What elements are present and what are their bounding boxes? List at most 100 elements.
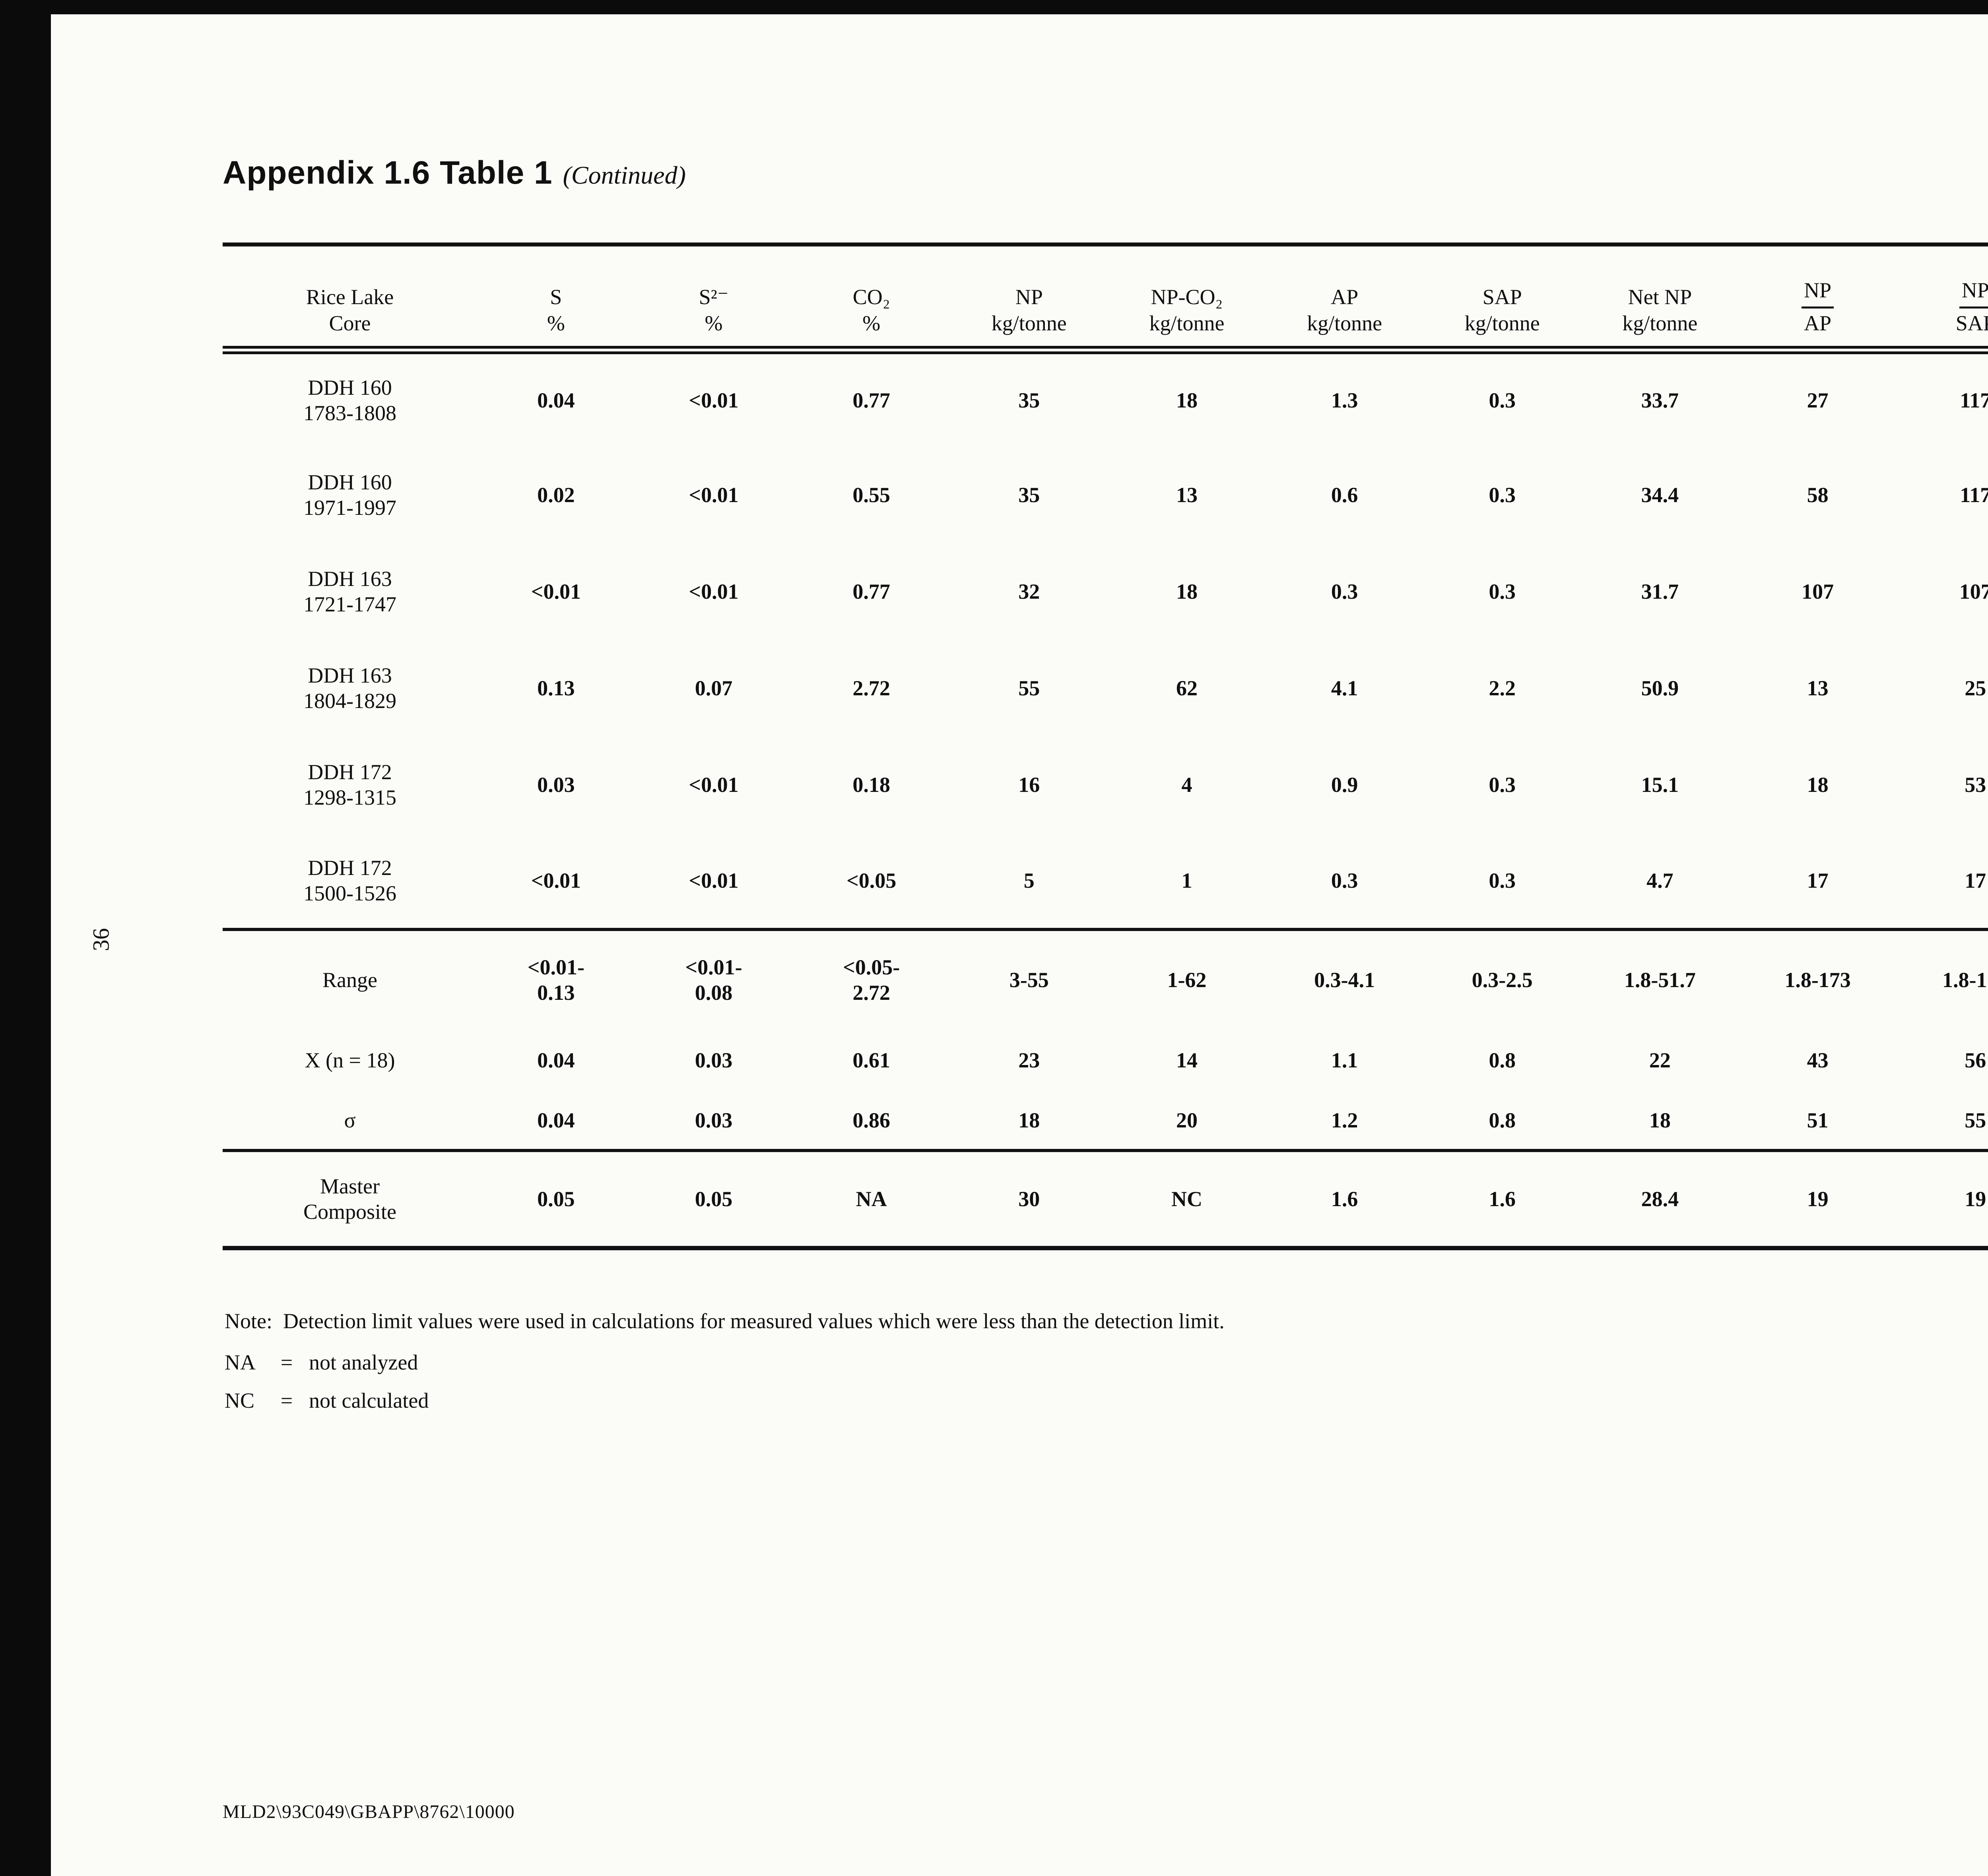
abbreviation-nc: NC = not calculated — [225, 1389, 1225, 1412]
data-cell: 0.3-2.5 — [1472, 968, 1533, 992]
column-header-line1: Rice Lake — [306, 285, 394, 309]
data-cell: 1.2 — [1331, 1108, 1358, 1132]
data-cell: <0.01 — [689, 579, 739, 603]
data-cell: <0.01 — [531, 868, 581, 892]
column-header-line1: NP — [1959, 277, 1988, 308]
data-cell: 0.61 — [852, 1048, 890, 1072]
table-container: Rice Lake Core S% S²⁻% CO₂% NP kg/tonne NP-CO₂ k… — [223, 243, 1988, 1250]
data-cell: 50.9 — [1641, 676, 1679, 700]
data-cell: 55 — [1018, 676, 1040, 700]
column-header: NP kg/tonne — [950, 244, 1108, 350]
row-label: X (n = 18) — [305, 1048, 395, 1072]
abbrev-meaning: not calculated — [309, 1389, 429, 1412]
table-row: DDH 172 1500-1526 <0.01 <0.01 <0.05 5 1 0.3 0.3… — [223, 833, 1988, 929]
abbrev-term: NC — [225, 1389, 255, 1412]
column-header: AP kg/tonne — [1266, 244, 1423, 350]
data-cell: <0.05- 2.72 — [843, 955, 900, 1005]
data-cell: 18 — [1018, 1108, 1040, 1132]
data-cell: 0.03 — [537, 772, 575, 797]
data-cell: 19 — [1807, 1187, 1829, 1211]
data-cell: 23 — [1018, 1048, 1040, 1072]
data-cell: <0.05 — [846, 868, 897, 892]
table-row: X (n = 18)0.040.030.6123141.10.822435634… — [223, 1029, 1988, 1092]
column-header: S²⁻% — [635, 244, 793, 350]
data-cell: 0.3 — [1489, 868, 1516, 892]
row-label: DDH 163 1804-1829 — [303, 663, 396, 713]
data-cell: 0.07 — [695, 676, 733, 700]
data-cell: 0.03 — [695, 1048, 733, 1072]
data-cell: 25 — [1965, 676, 1986, 700]
table-row: DDH 160 1783-1808 0.04 <0.01 0.77 35 18 1.3 0.3… — [223, 350, 1988, 446]
row-label: DDH 172 1500-1526 — [303, 856, 396, 905]
data-cell: 3-55 — [1009, 968, 1049, 992]
column-header-line2: kg/tonne — [1307, 311, 1382, 335]
data-cell: 0.3 — [1489, 483, 1516, 507]
data-cell: <0.01- 0.13 — [527, 955, 584, 1005]
data-cell: 0.55 — [852, 483, 890, 507]
data-cell: 13 — [1176, 483, 1198, 507]
data-cell: 117 — [1960, 388, 1988, 412]
data-cell: 22 — [1649, 1048, 1671, 1072]
data-cell: 0.05 — [537, 1187, 575, 1211]
data-cell: 0.3 — [1489, 388, 1516, 412]
data-cell: 17 — [1807, 868, 1829, 892]
column-header-line2: % — [862, 311, 881, 335]
page-title-text: Appendix 1.6 Table 1 — [223, 155, 553, 191]
data-cell: 33.7 — [1641, 388, 1679, 412]
data-cell: 53 — [1965, 772, 1986, 797]
column-header: S% — [477, 244, 635, 350]
data-cell: 1.3 — [1331, 388, 1358, 412]
column-header-line2: SAP — [1955, 311, 1988, 335]
data-cell: 0.02 — [537, 483, 575, 507]
results-table: Rice Lake Core S% S²⁻% CO₂% NP kg/tonne NP-CO₂ k… — [223, 243, 1988, 1250]
column-header-line1: NP — [1802, 277, 1834, 308]
column-header: Rice Lake Core — [223, 244, 477, 350]
data-cell: 55 — [1965, 1108, 1986, 1132]
data-cell: 0.3-4.1 — [1314, 968, 1375, 992]
column-header-line2: kg/tonne — [1149, 311, 1225, 335]
column-header-line1: AP — [1331, 285, 1359, 309]
row-label: Range — [322, 968, 377, 992]
data-cell: 4.1 — [1331, 676, 1358, 700]
column-header-line2: % — [547, 311, 565, 335]
data-cell: 0.77 — [852, 579, 890, 603]
data-cell: 18 — [1176, 579, 1198, 603]
scan-artifact-top-edge — [0, 0, 1988, 14]
data-cell: 20 — [1176, 1108, 1198, 1132]
data-cell: 1 — [1181, 868, 1192, 892]
data-cell: <0.01 — [531, 579, 581, 603]
data-cell: 14 — [1176, 1048, 1198, 1072]
data-cell: 19 — [1965, 1187, 1986, 1211]
data-cell: 17 — [1965, 868, 1986, 892]
data-cell: 0.05 — [695, 1187, 733, 1211]
data-cell: 27 — [1807, 388, 1829, 412]
data-cell: 30 — [1018, 1187, 1040, 1211]
data-cell: 1.6 — [1331, 1187, 1358, 1211]
data-cell: 34.4 — [1641, 483, 1679, 507]
header-row: Rice Lake Core S% S²⁻% CO₂% NP kg/tonne NP-CO₂ k… — [223, 244, 1988, 350]
data-cell: 4.7 — [1646, 868, 1673, 892]
data-cell: 18 — [1649, 1108, 1671, 1132]
data-cell: 5 — [1023, 868, 1035, 892]
data-cell: 13 — [1807, 676, 1829, 700]
data-cell: 0.3 — [1489, 772, 1516, 797]
column-header-line2: kg/tonne — [991, 311, 1067, 335]
row-label: DDH 172 1298-1315 — [303, 760, 396, 809]
column-header: CO₂% — [792, 244, 950, 350]
column-header: SAP kg/tonne — [1423, 244, 1581, 350]
data-cell: 0.86 — [852, 1108, 890, 1132]
column-header-line1: SAP — [1482, 285, 1522, 309]
abbrev-meaning: not analyzed — [309, 1350, 418, 1374]
data-cell: 0.18 — [852, 772, 890, 797]
data-cell: 16 — [1018, 772, 1040, 797]
data-cell: 1.6 — [1489, 1187, 1516, 1211]
column-header: NP-CO₂ kg/tonne — [1108, 244, 1266, 350]
data-cell: 0.3 — [1331, 579, 1358, 603]
data-cell: 117 — [1960, 483, 1988, 507]
data-cell: <0.01 — [689, 388, 739, 412]
data-cell: <0.01 — [689, 483, 739, 507]
data-cell: <0.01 — [689, 772, 739, 797]
data-cell: 0.3 — [1331, 868, 1358, 892]
data-cell: 28.4 — [1641, 1187, 1679, 1211]
